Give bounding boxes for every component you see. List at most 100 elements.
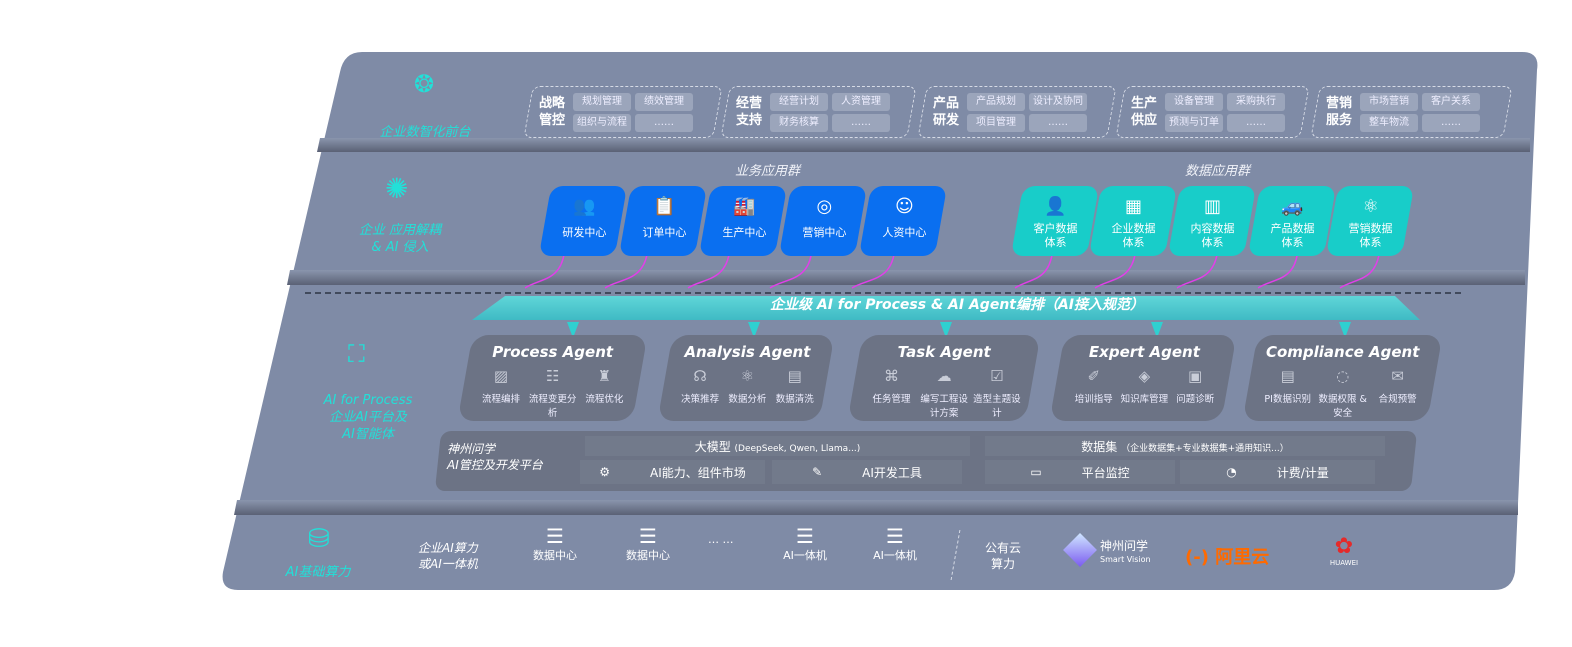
capability-tag[interactable]: 市场营销 bbox=[1360, 92, 1418, 111]
agent-capability[interactable]: ✐ 培训指导 bbox=[1068, 367, 1119, 405]
data-icon: ⚛ bbox=[1362, 196, 1379, 217]
data-app-card[interactable]: ▦ 企业数据 体系 bbox=[1088, 186, 1178, 256]
agent-name: Process Agent bbox=[492, 343, 614, 361]
data-app-card[interactable]: ⚛ 营销数据 体系 bbox=[1325, 186, 1415, 256]
layer-label-app: 企业 应用解耦 & AI 侵入 bbox=[358, 223, 442, 255]
business-app-card[interactable]: 👥 研发中心 bbox=[538, 186, 628, 256]
connector-arrows bbox=[524, 247, 1381, 289]
agent-capability[interactable]: ☊ 决策推荐 bbox=[676, 367, 723, 405]
agent-card[interactable]: Analysis Agent ☊ 决策推荐 ⚛ 数据分析 ▤ 数据清洗 bbox=[657, 335, 835, 421]
capability-tag[interactable]: …… bbox=[635, 113, 693, 132]
layer-label-infra: AI基础算力 bbox=[285, 565, 351, 580]
brain-icon: ❂ bbox=[414, 70, 435, 98]
business-app-card[interactable]: ◎ 营销中心 bbox=[778, 186, 868, 256]
devtools-cell[interactable]: ✎ AI开发工具 bbox=[772, 460, 962, 484]
capability-icon: ✐ bbox=[1087, 367, 1101, 385]
business-app-card[interactable]: 🏭 生产中心 bbox=[698, 186, 788, 256]
capability-tag[interactable]: 绩效管理 bbox=[635, 92, 693, 111]
front-group: 产品 研发 产品规划 设计及协同 项目管理…… bbox=[917, 86, 1117, 138]
platform-name: 神州问学 AI管控及开发平台 bbox=[447, 442, 543, 472]
front-group: 战略 管控 规划管理 绩效管理 组织与流程…… bbox=[523, 86, 723, 138]
orchestration-banner: 企业级 AI for Process & AI Agent编排（AI接入规范） bbox=[770, 297, 1145, 313]
agent-name: Analysis Agent bbox=[684, 343, 811, 361]
agent-card[interactable]: Compliance Agent ▤ PI数据识别 ◌ 数据权限 & 安全 ✉ 合规预警 bbox=[1242, 335, 1443, 421]
capability-tag[interactable]: …… bbox=[1029, 113, 1087, 132]
capability-icon: ◈ bbox=[1138, 367, 1151, 385]
agent-capability[interactable]: ▨ 流程编排 bbox=[475, 367, 527, 419]
agent-capability[interactable]: ☑ 造型主题设计 bbox=[971, 367, 1024, 419]
business-app-card[interactable]: ☺ 人资中心 bbox=[858, 186, 948, 256]
capability-icon: ☁ bbox=[936, 367, 952, 385]
agent-name: Task Agent bbox=[897, 343, 991, 361]
group-title: 营销 服务 bbox=[1326, 96, 1353, 128]
market-cell[interactable]: ⚙ AI能力、组件市场 bbox=[580, 460, 765, 484]
group-title: 生产 供应 bbox=[1131, 96, 1158, 128]
business-app-card[interactable]: 📋 订单中心 bbox=[618, 186, 708, 256]
capability-icon: ☑ bbox=[990, 367, 1004, 385]
app-icon: 🏭 bbox=[733, 196, 756, 217]
capability-icon: ▤ bbox=[1280, 367, 1295, 385]
agent-card[interactable]: Expert Agent ✐ 培训指导 ◈ 知识库管理 ▣ 问题诊断 bbox=[1049, 335, 1237, 421]
capability-tag[interactable]: …… bbox=[832, 113, 890, 132]
node-aio-2: ☰ AI一体机 bbox=[870, 525, 920, 563]
capability-tag[interactable]: …… bbox=[1422, 113, 1480, 132]
infra-ellipsis: … … bbox=[708, 533, 734, 546]
agent-capability[interactable]: ♜ 流程优化 bbox=[579, 367, 631, 419]
data-app-card[interactable]: 👤 客户数据 体系 bbox=[1010, 186, 1100, 256]
capability-tag[interactable]: 组织与流程 bbox=[573, 113, 631, 132]
capability-icon: ⌘ bbox=[884, 367, 900, 385]
agent-capability[interactable]: ◌ 数据权限 & 安全 bbox=[1315, 367, 1370, 419]
capability-icon: ▣ bbox=[1187, 367, 1203, 385]
capability-tag[interactable]: 财务核算 bbox=[770, 113, 828, 132]
app-icon: 👥 bbox=[573, 196, 596, 217]
agent-capability[interactable]: ▤ 数据清洗 bbox=[771, 367, 818, 405]
capability-tag[interactable]: 规划管理 bbox=[573, 92, 631, 111]
capability-tag[interactable]: 产品规划 bbox=[967, 92, 1025, 111]
agent-capability[interactable]: ◈ 知识库管理 bbox=[1120, 367, 1169, 405]
monitor-cell[interactable]: ▭ 平台监控 bbox=[985, 460, 1175, 484]
data-app-card[interactable]: 🚙 产品数据 体系 bbox=[1247, 186, 1337, 256]
market-icon: ⚙ bbox=[599, 465, 610, 479]
down-arrows bbox=[567, 322, 1351, 338]
face-scan-icon: ⛶ bbox=[348, 340, 365, 368]
agent-card[interactable]: Task Agent ⌘ 任务管理 ☁ 编写工程设计方案 ☑ 造型主题设计 bbox=[847, 335, 1041, 421]
molecule-icon: ✺ bbox=[385, 172, 409, 205]
capability-tag[interactable]: 设备管理 bbox=[1165, 92, 1223, 111]
capability-tag[interactable]: 项目管理 bbox=[967, 113, 1025, 132]
agent-capability[interactable]: ☁ 编写工程设计方案 bbox=[918, 367, 971, 419]
node-aio-1: ☰ AI一体机 bbox=[780, 525, 830, 563]
business-apps-title: 业务应用群 bbox=[735, 164, 801, 179]
agent-capability[interactable]: ▤ PI数据识别 bbox=[1260, 367, 1315, 419]
capability-tag[interactable]: 设计及协同 bbox=[1029, 92, 1087, 111]
capability-tag[interactable]: 整车物流 bbox=[1360, 113, 1418, 132]
agent-capability[interactable]: ▣ 问题诊断 bbox=[1170, 367, 1221, 405]
public-cloud: 公有云 算力 bbox=[985, 541, 1022, 571]
capability-tag[interactable]: 采购执行 bbox=[1227, 92, 1285, 111]
capability-tag[interactable]: …… bbox=[1227, 113, 1285, 132]
gauge-icon: ◔ bbox=[1226, 465, 1237, 479]
monitor-icon: ▭ bbox=[1030, 465, 1042, 479]
app-icon: ☺ bbox=[895, 196, 914, 217]
agent-capability[interactable]: ✉ 合规预警 bbox=[1370, 367, 1425, 419]
agent-capability[interactable]: ☷ 流程变更分析 bbox=[527, 367, 579, 419]
capability-icon: ▤ bbox=[787, 367, 802, 385]
capability-tag[interactable]: 预测与订单 bbox=[1165, 113, 1223, 132]
data-icon: 👤 bbox=[1044, 196, 1067, 217]
capability-icon: ✉ bbox=[1391, 367, 1404, 385]
agent-capability[interactable]: ⌘ 任务管理 bbox=[865, 367, 918, 419]
capability-tag[interactable]: 人资管理 bbox=[832, 92, 890, 111]
model-cell: 大模型 (DeepSeek, Qwen, Llama...) bbox=[585, 436, 970, 456]
data-icon: 🚙 bbox=[1281, 196, 1304, 217]
group-title: 战略 管控 bbox=[539, 96, 566, 128]
server-icon: ☰ bbox=[639, 524, 657, 548]
agent-card[interactable]: Process Agent ▨ 流程编排 ☷ 流程变更分析 ♜ 流程优化 bbox=[457, 335, 648, 421]
billing-cell[interactable]: ◔ 计费/计量 bbox=[1180, 460, 1375, 484]
app-icon: 📋 bbox=[653, 196, 676, 217]
node-datacenter-1: ☰ 数据中心 bbox=[530, 525, 580, 563]
orchestration-banner-shape bbox=[472, 296, 1420, 320]
layer-label-front: 企业数智化前台 bbox=[379, 125, 471, 140]
capability-tag[interactable]: 客户关系 bbox=[1422, 92, 1480, 111]
agent-capability[interactable]: ⚛ 数据分析 bbox=[724, 367, 771, 405]
data-app-card[interactable]: ▥ 内容数据 体系 bbox=[1167, 186, 1257, 256]
capability-tag[interactable]: 经营计划 bbox=[770, 92, 828, 111]
